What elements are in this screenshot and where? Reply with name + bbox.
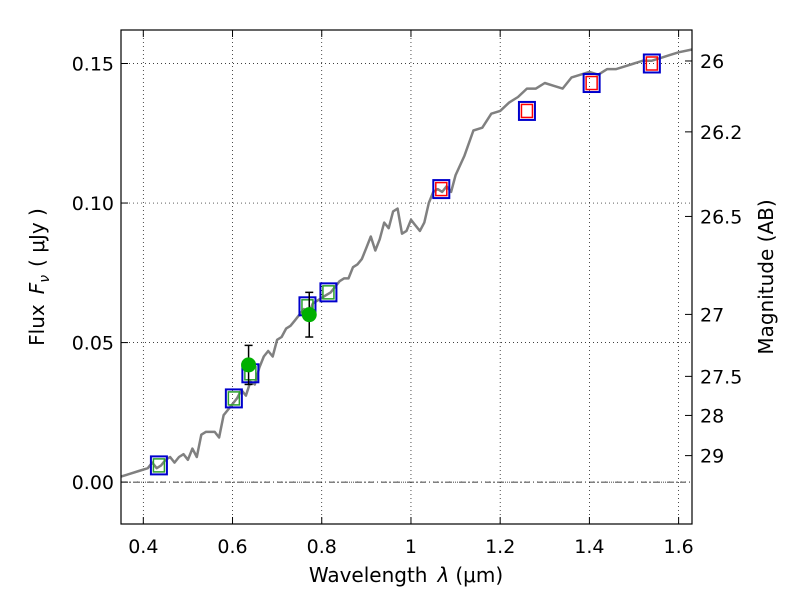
y-tick-label-1: 0.05 xyxy=(72,333,114,355)
y2-tick-label-4: 27.5 xyxy=(700,366,742,388)
observed-points xyxy=(241,291,317,386)
blue-box-1 xyxy=(224,388,243,409)
x-tick-label-2: 0.8 xyxy=(307,536,337,558)
spectrum-series xyxy=(120,48,693,478)
blue-box-8 xyxy=(642,53,661,74)
spectrum-line xyxy=(120,48,693,478)
x-tick-label-6: 1.6 xyxy=(664,536,694,558)
plot-frame xyxy=(120,29,693,525)
x-axis-ticks: 0.4 0.6 0.8 1 1.2 1.4 1.6 xyxy=(128,30,694,558)
x-tick-label-5: 1.4 xyxy=(574,536,604,558)
y2-tick-label-2: 26.5 xyxy=(700,206,742,228)
x-tick-label-1: 0.6 xyxy=(217,536,247,558)
green-model-points-0 xyxy=(152,458,166,473)
x-tick-label-0: 0.4 xyxy=(128,536,158,558)
x-axis-title: Wavelength λ (μm) xyxy=(309,563,503,587)
y2-tick-label-1: 26.2 xyxy=(700,122,742,144)
red-model-points-1 xyxy=(520,103,534,119)
x-tick-label-3: 1 xyxy=(405,536,417,558)
blue-box-0 xyxy=(149,455,168,476)
red-model-points-2 xyxy=(585,75,598,91)
red-model-points-0 xyxy=(435,181,448,197)
y2-tick-label-3: 27 xyxy=(700,304,724,326)
y-tick-label-0: 0.00 xyxy=(72,472,114,494)
y-axis-title: FluxFν( μJy ) xyxy=(25,208,53,346)
blue-box-7 xyxy=(582,73,601,94)
y2-tick-label-5: 28 xyxy=(700,405,724,427)
observed-point-1 xyxy=(301,307,317,323)
y-tick-label-2: 0.10 xyxy=(72,193,114,215)
blue-box-5 xyxy=(432,179,451,200)
observed-point-0 xyxy=(241,357,257,373)
y2-axis-ticks: 26 26.2 26.5 27 27.5 28 29 xyxy=(685,51,742,468)
y-axis-ticks: 0.00 0.05 0.10 0.15 xyxy=(72,53,128,494)
blue-box-6 xyxy=(517,100,536,121)
y-tick-label-3: 0.15 xyxy=(72,53,114,75)
y2-axis-title: Magnitude (AB) xyxy=(754,199,778,354)
x-tick-label-4: 1.2 xyxy=(485,536,515,558)
grid-lines xyxy=(121,30,692,524)
green-model-points-4 xyxy=(322,285,335,300)
red-model-points-3 xyxy=(645,56,659,71)
y2-tick-label-6: 29 xyxy=(700,446,724,468)
blue-box-4 xyxy=(319,282,338,303)
y2-tick-label-0: 26 xyxy=(700,51,724,73)
green-model-points-1 xyxy=(227,391,241,406)
